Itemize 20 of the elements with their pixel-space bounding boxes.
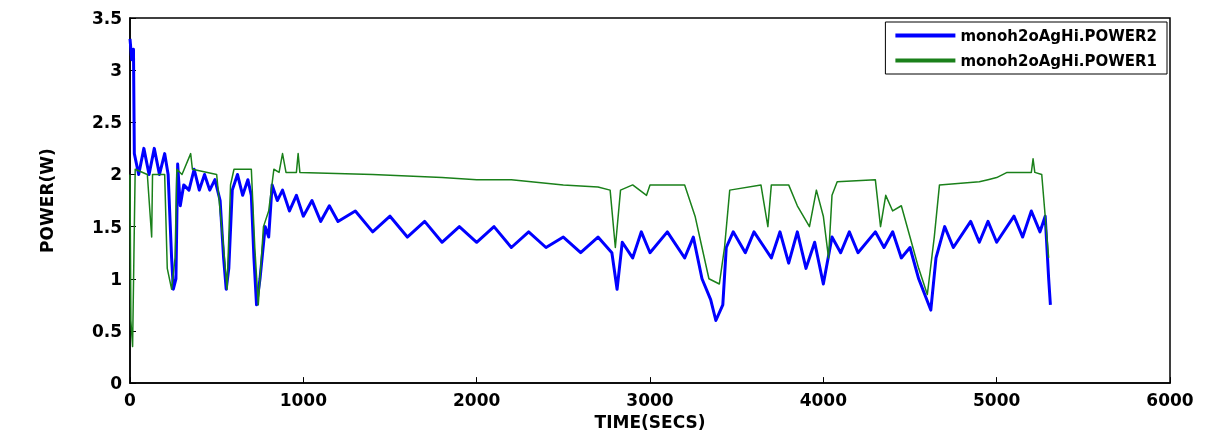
y-tick-label: 3.5 — [91, 8, 122, 28]
x-tick-label: 2000 — [453, 389, 501, 410]
x-tick-label: 1000 — [279, 389, 328, 410]
y-tick-label: 3 — [110, 60, 122, 81]
y-axis-title: POWER(W) — [36, 148, 57, 253]
x-tick-label: 6000 — [1146, 389, 1194, 410]
y-tick-label: 1.5 — [91, 216, 122, 237]
y-tick-label: 0 — [110, 373, 123, 394]
x-tick-label: 5000 — [973, 389, 1021, 410]
x-axis-title: TIME(SECS) — [594, 411, 706, 432]
y-tick-label: 1 — [110, 268, 122, 289]
x-tick-label: 4000 — [799, 389, 848, 410]
line-series — [129, 152, 1050, 348]
y-tick-label: 2 — [110, 164, 122, 185]
legend-label: monoh2oAgHi.POWER1 — [960, 51, 1158, 70]
y-tick-label: 2.5 — [91, 112, 122, 133]
legend-label: monoh2oAgHi.POWER2 — [960, 26, 1158, 45]
x-tick-label: 0 — [124, 389, 137, 410]
x-tick-label: 3000 — [626, 389, 674, 410]
y-tick-label: 0.5 — [91, 320, 122, 341]
